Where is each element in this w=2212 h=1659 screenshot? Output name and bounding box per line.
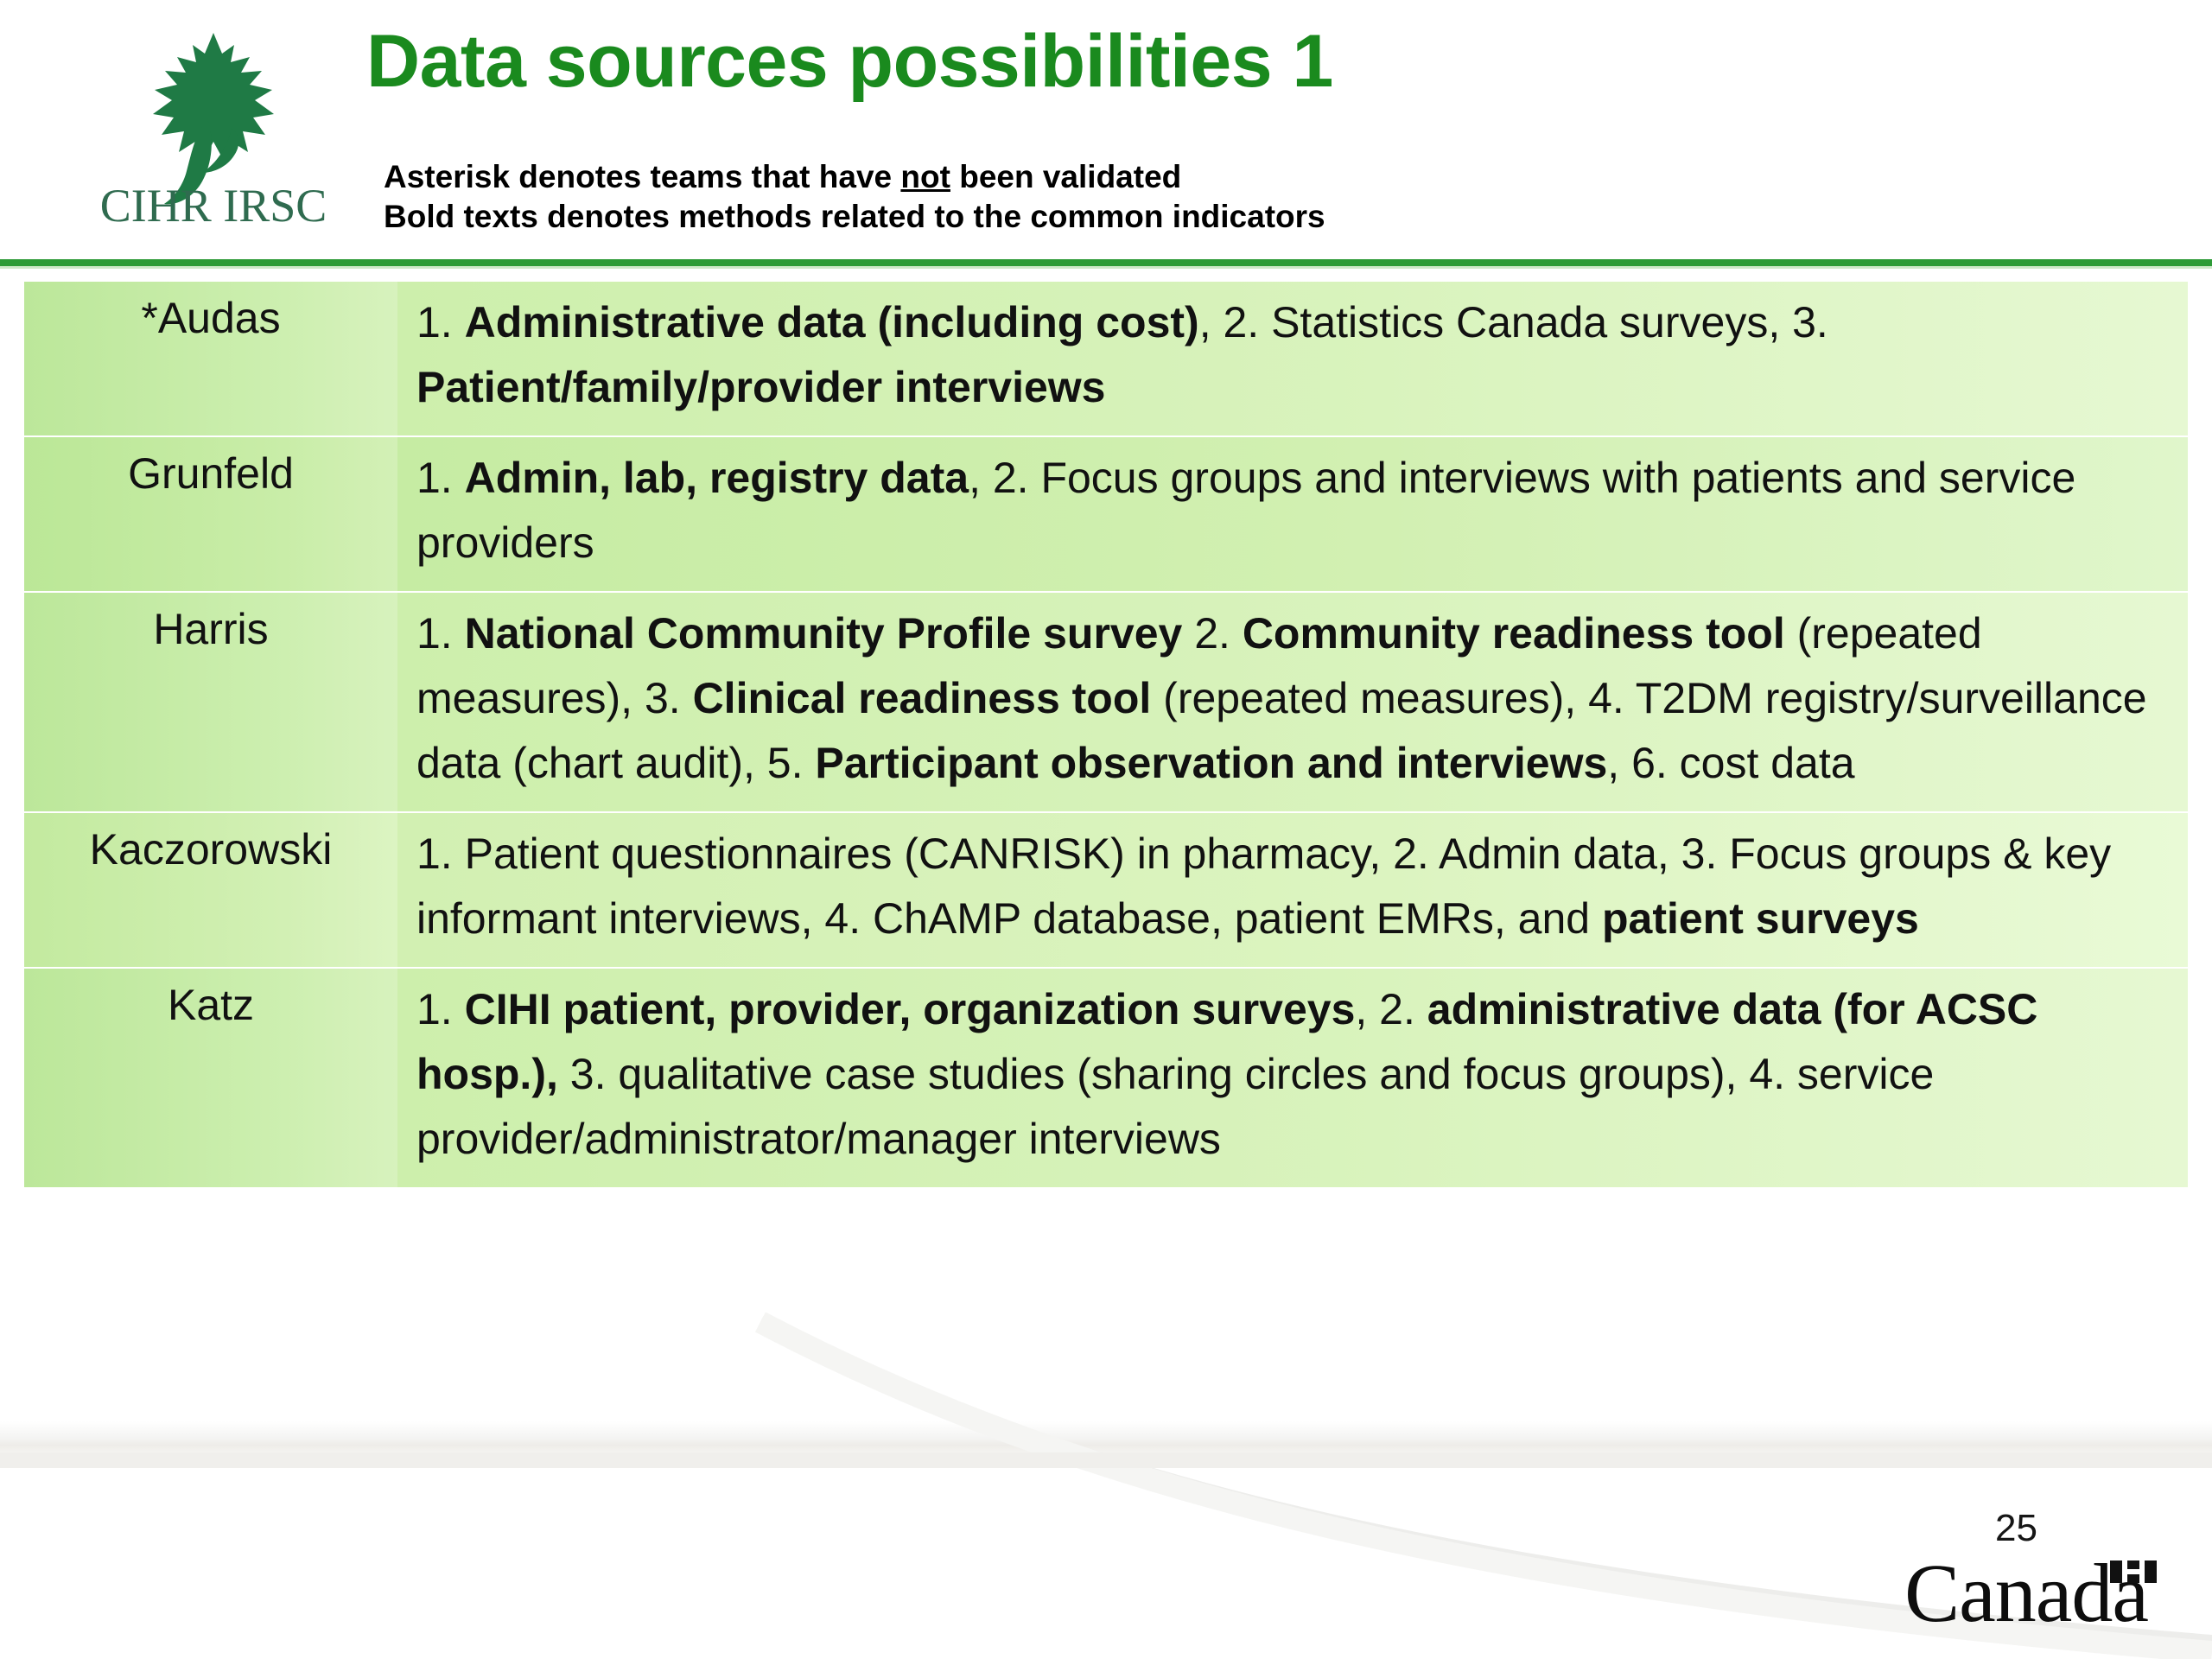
table-cell-team-name: Harris — [24, 593, 397, 811]
bold-method-text: Community readiness tool — [1242, 609, 1785, 658]
table-cell-data-sources: 1. Admin, lab, registry data, 2. Focus g… — [397, 437, 2188, 591]
bold-method-text: Admin, lab, registry data — [464, 454, 969, 502]
page-title: Data sources possibilities 1 — [366, 20, 1333, 103]
bold-method-text: Patient/family/provider interviews — [416, 363, 1106, 411]
plain-method-text: 3. qualitative case studies (sharing cir… — [416, 1050, 1935, 1163]
table-cell-data-sources: 1. CIHI patient, provider, organization … — [397, 969, 2188, 1187]
subtitle-line-1-pre: Asterisk denotes teams that have — [384, 159, 901, 194]
table-cell-team-name: *Audas — [24, 282, 397, 435]
plain-method-text: (repeated measures), 4. T2DM registry/su… — [416, 674, 2147, 787]
table-row: *Audas 1. Administrative data (including … — [24, 282, 2188, 435]
subtitle-line-2: Bold texts denotes methods related to th… — [384, 198, 1325, 234]
table-row: Grunfeld 1. Admin, lab, registry data, 2.… — [24, 435, 2188, 591]
bold-method-text: Administrative data (including cost) — [464, 298, 1199, 346]
table-cell-team-name: Katz — [24, 969, 397, 1187]
subtitle-line-1: Asterisk denotes teams that have not bee… — [384, 157, 1325, 197]
plain-method-text: 2. — [1182, 609, 1243, 658]
table-cell-data-sources: 1. Patient questionnaires (CANRISK) in p… — [397, 813, 2188, 967]
canada-wordmark: Canada — [1904, 1552, 2157, 1635]
plain-method-text: (repeated measures), 3. — [416, 609, 1982, 722]
background-band — [0, 1421, 2212, 1461]
plain-method-text: , 2. — [1355, 985, 1427, 1033]
table-cell-team-name: Kaczorowski — [24, 813, 397, 967]
plain-method-text: 1. Patient questionnaires (CANRISK) in p… — [416, 830, 2112, 943]
cihr-irsc-wordmark: CIHR IRSC — [100, 180, 327, 232]
page-number: 25 — [1995, 1507, 2037, 1549]
bold-method-text: patient surveys — [1601, 894, 1919, 943]
data-sources-table: *Audas 1. Administrative data (including … — [24, 282, 2188, 1187]
table-row: Harris 1. National Community Profile surv… — [24, 591, 2188, 811]
plain-method-text: 1. — [416, 298, 465, 346]
table-row: Kaczorowski 1. Patient questionnaires (CA… — [24, 811, 2188, 967]
table-row: Katz 1. CIHI patient, provider, organizat… — [24, 967, 2188, 1187]
bold-method-text: Participant observation and interviews — [815, 739, 1608, 787]
table-cell-team-name: Grunfeld — [24, 437, 397, 591]
plain-method-text: , 2. Focus groups and interviews with pa… — [416, 454, 2076, 567]
plain-method-text: 1. — [416, 454, 465, 502]
maple-leaf-icon: CIHR IRSC — [100, 33, 327, 232]
plain-method-text: 1. — [416, 609, 465, 658]
canada-flag-icon — [2110, 1560, 2157, 1583]
bold-method-text: administrative data (for ACSC hosp.), — [416, 985, 2038, 1098]
subtitle-line-1-underlined: not — [900, 159, 950, 194]
subtitle-line-1-post: been validated — [950, 159, 1182, 194]
bold-method-text: CIHI patient, provider, organization sur… — [464, 985, 1356, 1033]
plain-method-text: 1. — [416, 985, 465, 1033]
header-divider-soft — [0, 266, 2212, 269]
bold-method-text: National Community Profile survey — [464, 609, 1183, 658]
plain-method-text: , 2. Statistics Canada surveys, 3. — [1198, 298, 1828, 346]
cihr-irsc-logo: CIHR IRSC — [79, 17, 347, 242]
slide-subtitle: Asterisk denotes teams that have not bee… — [384, 157, 1325, 237]
table-cell-data-sources: 1. Administrative data (including cost),… — [397, 282, 2188, 435]
bold-method-text: Clinical readiness tool — [692, 674, 1152, 722]
slide-header: CIHR IRSC Data sources possibilities 1 A… — [0, 0, 2212, 264]
table-cell-data-sources: 1. National Community Profile survey 2. … — [397, 593, 2188, 811]
plain-method-text: , 6. cost data — [1607, 739, 1855, 787]
header-divider — [0, 259, 2212, 266]
slide-footer: 25 Canada — [1811, 1502, 2157, 1640]
